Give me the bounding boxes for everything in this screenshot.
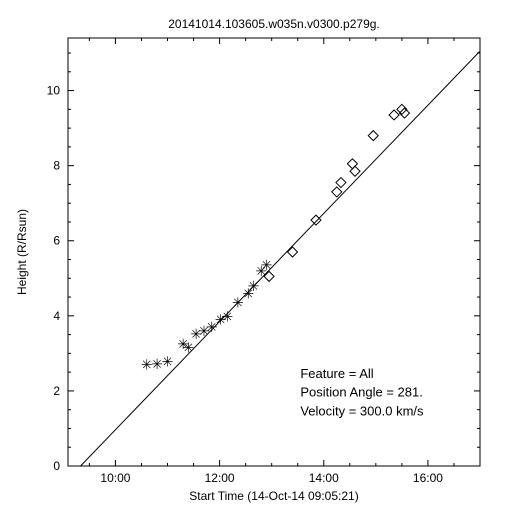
y-tick-label: 2	[53, 384, 60, 398]
x-tick-label: 16:00	[413, 471, 443, 485]
chart-container: 10:00 12:00 14:00 16:00 0 2 4 6 8 10 20141014.1036…	[0, 0, 512, 512]
diamond-marker	[368, 131, 378, 141]
y-tick-label: 0	[53, 459, 60, 473]
x-tick-label: 12:00	[205, 471, 235, 485]
y-axis-label: Height (R/Rsun)	[15, 209, 29, 295]
x-tick-label: 10:00	[100, 471, 130, 485]
asterisk-marker: ✳	[182, 340, 194, 356]
x-axis-label: Start Time (14-Oct-14 09:05:21)	[189, 489, 358, 503]
diamond-marker	[288, 247, 298, 257]
y-tick-label: 4	[53, 309, 60, 323]
x-tick-label: 14:00	[309, 471, 339, 485]
annotation-text: Position Angle = 281.	[300, 385, 423, 400]
asterisk-marker: ✳	[261, 257, 273, 273]
chart-title: 20141014.103605.w035n.v0300.p279g.	[168, 17, 380, 31]
annotation-text: Feature = All	[300, 366, 373, 381]
chart-svg: 10:00 12:00 14:00 16:00 0 2 4 6 8 10 20141014.1036…	[0, 0, 512, 512]
y-tick-label: 8	[53, 159, 60, 173]
y-tick-label: 6	[53, 234, 60, 248]
asterisk-marker: ✳	[248, 278, 260, 294]
diamond-marker	[336, 178, 346, 188]
annotation-text: Velocity = 300.0 km/s	[300, 403, 424, 418]
plot-frame	[68, 38, 480, 466]
asterisk-marker: ✳	[222, 309, 234, 325]
y-tick-label: 10	[47, 84, 61, 98]
diamond-marker	[332, 187, 342, 197]
diamond-marker	[311, 215, 321, 225]
asterisk-marker: ✳	[162, 354, 174, 370]
diamond-marker	[389, 110, 399, 120]
